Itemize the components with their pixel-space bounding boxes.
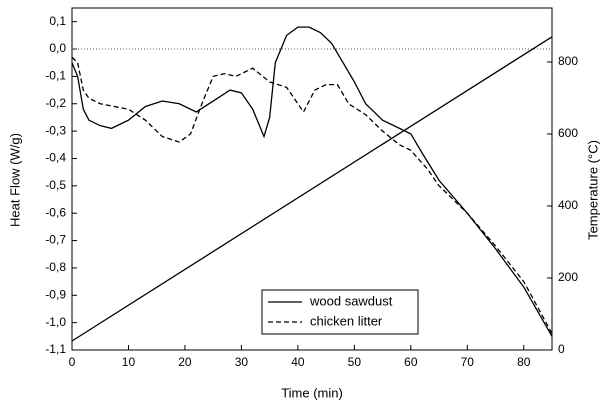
x-tick-label: 70 — [461, 355, 475, 369]
y-tick-label: -0,3 — [45, 123, 66, 137]
y-tick-label: -1,0 — [45, 315, 66, 329]
y-axis-label: Heat Flow (W/g) — [7, 133, 22, 227]
y-tick-label: -0,1 — [45, 69, 66, 83]
x-tick-label: 40 — [291, 355, 305, 369]
x-tick-label: 30 — [235, 355, 249, 369]
plot-frame — [71, 7, 553, 351]
legend-label: chicken litter — [310, 313, 383, 328]
y-tick-label: -0,7 — [45, 233, 66, 247]
y-tick-label: 0,0 — [49, 41, 66, 55]
y-tick-label: -0,8 — [45, 260, 66, 274]
y-tick-label: -0,9 — [45, 287, 66, 301]
y-tick-label: -0,2 — [45, 96, 66, 110]
x-axis-label: Time (min) — [281, 385, 343, 400]
y2-tick-label: 0 — [558, 342, 565, 356]
legend-box — [261, 289, 419, 335]
y2-tick-label: 200 — [558, 270, 578, 284]
y-tick-label: -0,4 — [45, 151, 66, 165]
y-tick-label: 0,1 — [49, 14, 66, 28]
x-tick-label: 10 — [122, 355, 136, 369]
x-tick-label: 0 — [69, 355, 76, 369]
y2-tick-label: 600 — [558, 126, 578, 140]
x-tick-label: 80 — [517, 355, 531, 369]
x-tick-label: 60 — [404, 355, 418, 369]
y-tick-label: -0,5 — [45, 178, 66, 192]
y-tick-label: -0,6 — [45, 205, 66, 219]
x-tick-label: 50 — [348, 355, 362, 369]
legend-label: wood sawdust — [309, 293, 393, 308]
series-line — [71, 36, 553, 342]
y2-tick-label: 400 — [558, 198, 578, 212]
y2-tick-label: 800 — [558, 54, 578, 68]
y2-axis-label: Temperature (°C) — [585, 140, 600, 240]
series-line — [71, 26, 553, 337]
series-line — [71, 56, 553, 334]
x-tick-label: 20 — [178, 355, 192, 369]
y-tick-label: -1,1 — [45, 342, 66, 356]
